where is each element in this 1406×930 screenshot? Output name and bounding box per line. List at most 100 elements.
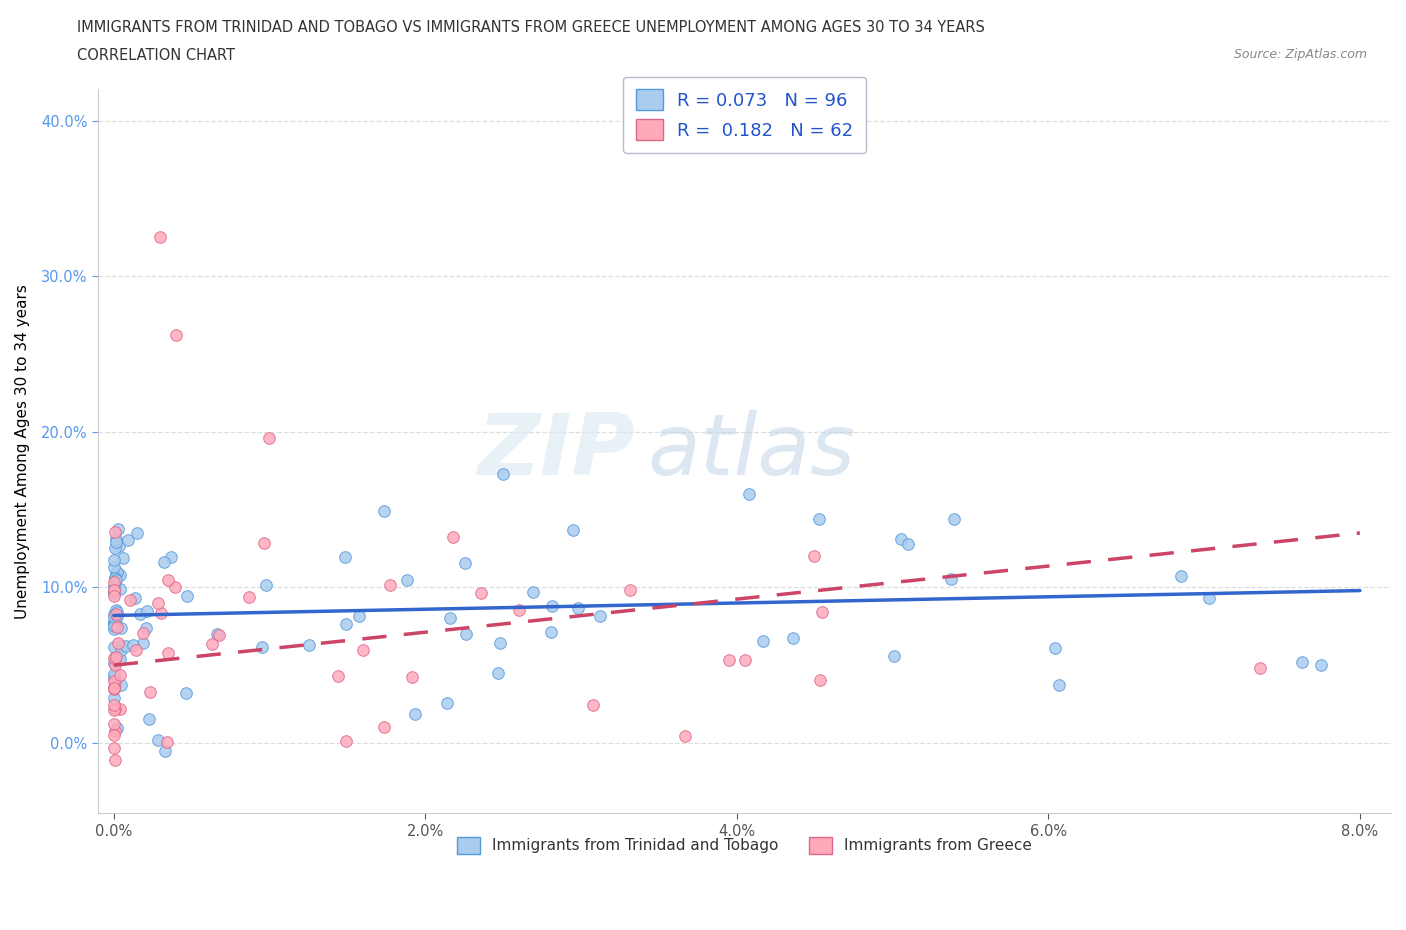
Point xyxy=(105,619,128,634)
Point xyxy=(103,560,125,575)
Point xyxy=(156,645,179,660)
Point xyxy=(298,638,321,653)
Point xyxy=(378,578,401,592)
Point xyxy=(104,651,127,666)
Text: Source: ZipAtlas.com: Source: ZipAtlas.com xyxy=(1233,48,1367,61)
Text: atlas: atlas xyxy=(648,410,856,493)
Point xyxy=(103,606,125,621)
Text: CORRELATION CHART: CORRELATION CHART xyxy=(77,48,235,63)
Point xyxy=(254,578,277,592)
Point xyxy=(108,567,131,582)
Point xyxy=(939,572,962,587)
Point xyxy=(104,572,127,587)
Point xyxy=(335,733,357,748)
Point xyxy=(103,616,125,631)
Point xyxy=(103,716,125,731)
Point xyxy=(103,552,125,567)
Point xyxy=(103,651,125,666)
Point xyxy=(335,617,357,631)
Point xyxy=(103,667,125,682)
Point xyxy=(589,608,612,623)
Point xyxy=(205,627,228,642)
Point xyxy=(897,537,920,551)
Point xyxy=(149,230,172,245)
Point xyxy=(1291,655,1313,670)
Point xyxy=(373,719,395,734)
Point xyxy=(157,572,180,587)
Point xyxy=(155,743,177,758)
Point xyxy=(238,590,260,604)
Point xyxy=(105,565,128,580)
Point xyxy=(103,582,125,597)
Point xyxy=(104,570,127,585)
Point xyxy=(103,586,125,601)
Point xyxy=(541,599,564,614)
Point xyxy=(118,592,141,607)
Point xyxy=(103,609,125,624)
Point xyxy=(1043,641,1066,656)
Point xyxy=(1309,658,1331,672)
Point xyxy=(104,525,127,539)
Point xyxy=(176,686,198,701)
Point xyxy=(103,578,125,593)
Point xyxy=(208,628,231,643)
Point xyxy=(737,486,759,501)
Text: IMMIGRANTS FROM TRINIDAD AND TOBAGO VS IMMIGRANTS FROM GREECE UNEMPLOYMENT AMONG: IMMIGRANTS FROM TRINIDAD AND TOBAGO VS I… xyxy=(77,20,986,35)
Point xyxy=(882,649,904,664)
Point xyxy=(104,752,127,767)
Point xyxy=(811,604,834,619)
Point xyxy=(104,535,127,550)
Point xyxy=(105,604,128,619)
Point xyxy=(253,535,276,550)
Point xyxy=(165,328,187,343)
Point xyxy=(104,571,127,586)
Point xyxy=(782,631,804,645)
Point xyxy=(104,658,127,672)
Point xyxy=(105,603,128,618)
Point xyxy=(673,728,696,743)
Point xyxy=(107,635,129,650)
Point xyxy=(103,588,125,603)
Point xyxy=(470,585,492,600)
Point xyxy=(441,530,464,545)
Point xyxy=(103,680,125,695)
Point xyxy=(104,724,127,738)
Point xyxy=(103,656,125,671)
Point xyxy=(439,610,461,625)
Point xyxy=(561,523,583,538)
Point xyxy=(1170,568,1192,583)
Point xyxy=(1249,661,1271,676)
Point xyxy=(122,637,145,652)
Point xyxy=(103,670,125,684)
Point xyxy=(404,707,426,722)
Point xyxy=(110,643,132,658)
Point xyxy=(110,702,132,717)
Point xyxy=(259,431,281,445)
Point xyxy=(1198,591,1220,605)
Point xyxy=(103,727,125,742)
Point xyxy=(105,565,128,579)
Y-axis label: Unemployment Among Ages 30 to 34 years: Unemployment Among Ages 30 to 34 years xyxy=(15,284,30,618)
Point xyxy=(110,677,132,692)
Point xyxy=(454,556,477,571)
Point xyxy=(152,554,174,569)
Point xyxy=(103,615,125,630)
Point xyxy=(492,466,515,481)
Point xyxy=(146,596,169,611)
Point xyxy=(115,638,138,653)
Point xyxy=(132,625,155,640)
Point xyxy=(103,639,125,654)
Point xyxy=(103,681,125,696)
Point xyxy=(103,585,125,600)
Point xyxy=(943,512,966,526)
Point xyxy=(125,642,148,657)
Point xyxy=(890,532,912,547)
Point xyxy=(807,512,830,526)
Point xyxy=(107,522,129,537)
Point xyxy=(132,635,155,650)
Point xyxy=(104,674,127,689)
Point xyxy=(103,682,125,697)
Point xyxy=(104,532,127,547)
Point xyxy=(125,525,148,540)
Point xyxy=(734,652,756,667)
